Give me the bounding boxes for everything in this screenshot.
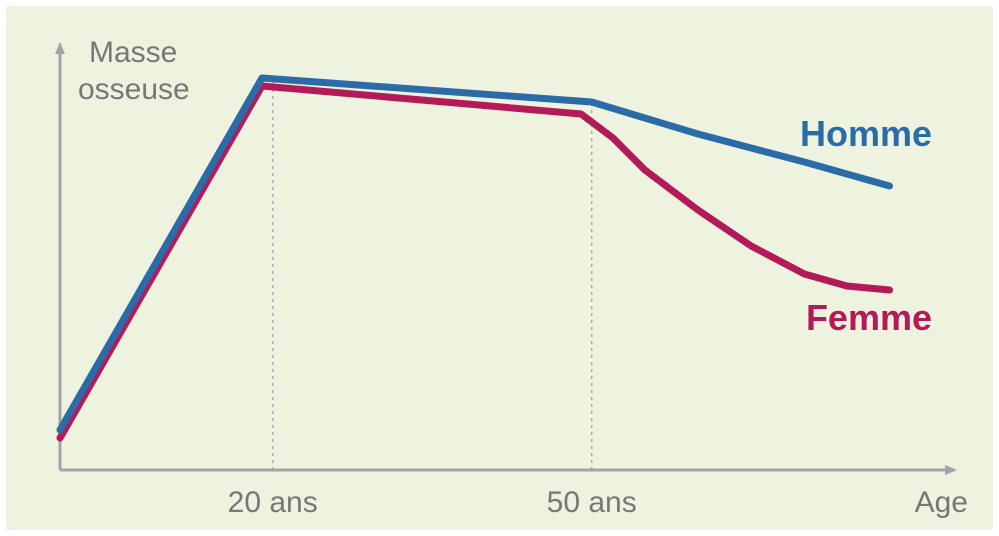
x-axis-label: Age (915, 486, 968, 519)
series-lines (56, 74, 893, 442)
x-tick-labels: 20 ans 50 ans (228, 486, 637, 519)
series-line-homme (56, 74, 893, 434)
reference-lines (271, 78, 593, 470)
y-axis-label-line-2: osseuse (78, 73, 190, 106)
x-tick-label-0: 20 ans (228, 486, 318, 519)
series-line-femme (56, 82, 893, 442)
y-axis-label-line-1: Masse (89, 36, 177, 69)
x-tick-label-1: 50 ans (547, 486, 637, 519)
legend-homme: Homme (800, 113, 932, 154)
legend-femme: Femme (806, 297, 932, 338)
